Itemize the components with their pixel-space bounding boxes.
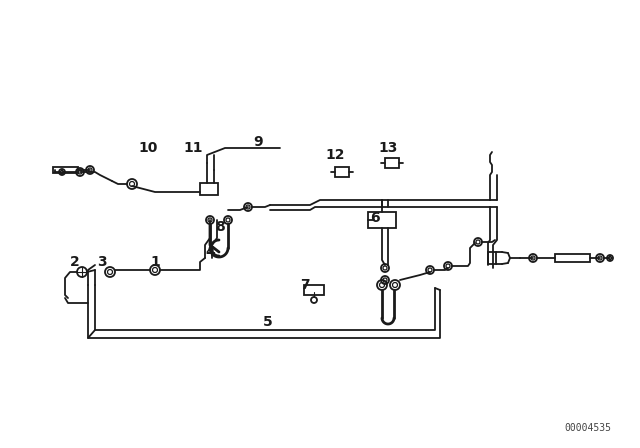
Text: 3: 3	[97, 255, 107, 269]
Bar	[488, 252, 496, 264]
Text: 10: 10	[138, 141, 157, 155]
Bar	[335, 167, 349, 177]
Bar	[368, 212, 396, 228]
Bar	[304, 285, 324, 295]
Text: 13: 13	[378, 141, 397, 155]
Text: 1: 1	[150, 255, 160, 269]
Bar	[385, 158, 399, 168]
Text: 5: 5	[263, 315, 273, 329]
Bar	[200, 183, 218, 195]
Text: 2: 2	[70, 255, 80, 269]
Text: 12: 12	[325, 148, 345, 162]
Text: 7: 7	[300, 278, 310, 292]
Text: 11: 11	[183, 141, 203, 155]
Text: 6: 6	[370, 211, 380, 225]
Bar	[555, 254, 590, 262]
Text: 4: 4	[205, 245, 215, 259]
Bar	[53, 167, 78, 173]
Text: 9: 9	[253, 135, 263, 149]
Text: 00004535: 00004535	[564, 423, 611, 433]
Text: 8: 8	[215, 220, 225, 234]
